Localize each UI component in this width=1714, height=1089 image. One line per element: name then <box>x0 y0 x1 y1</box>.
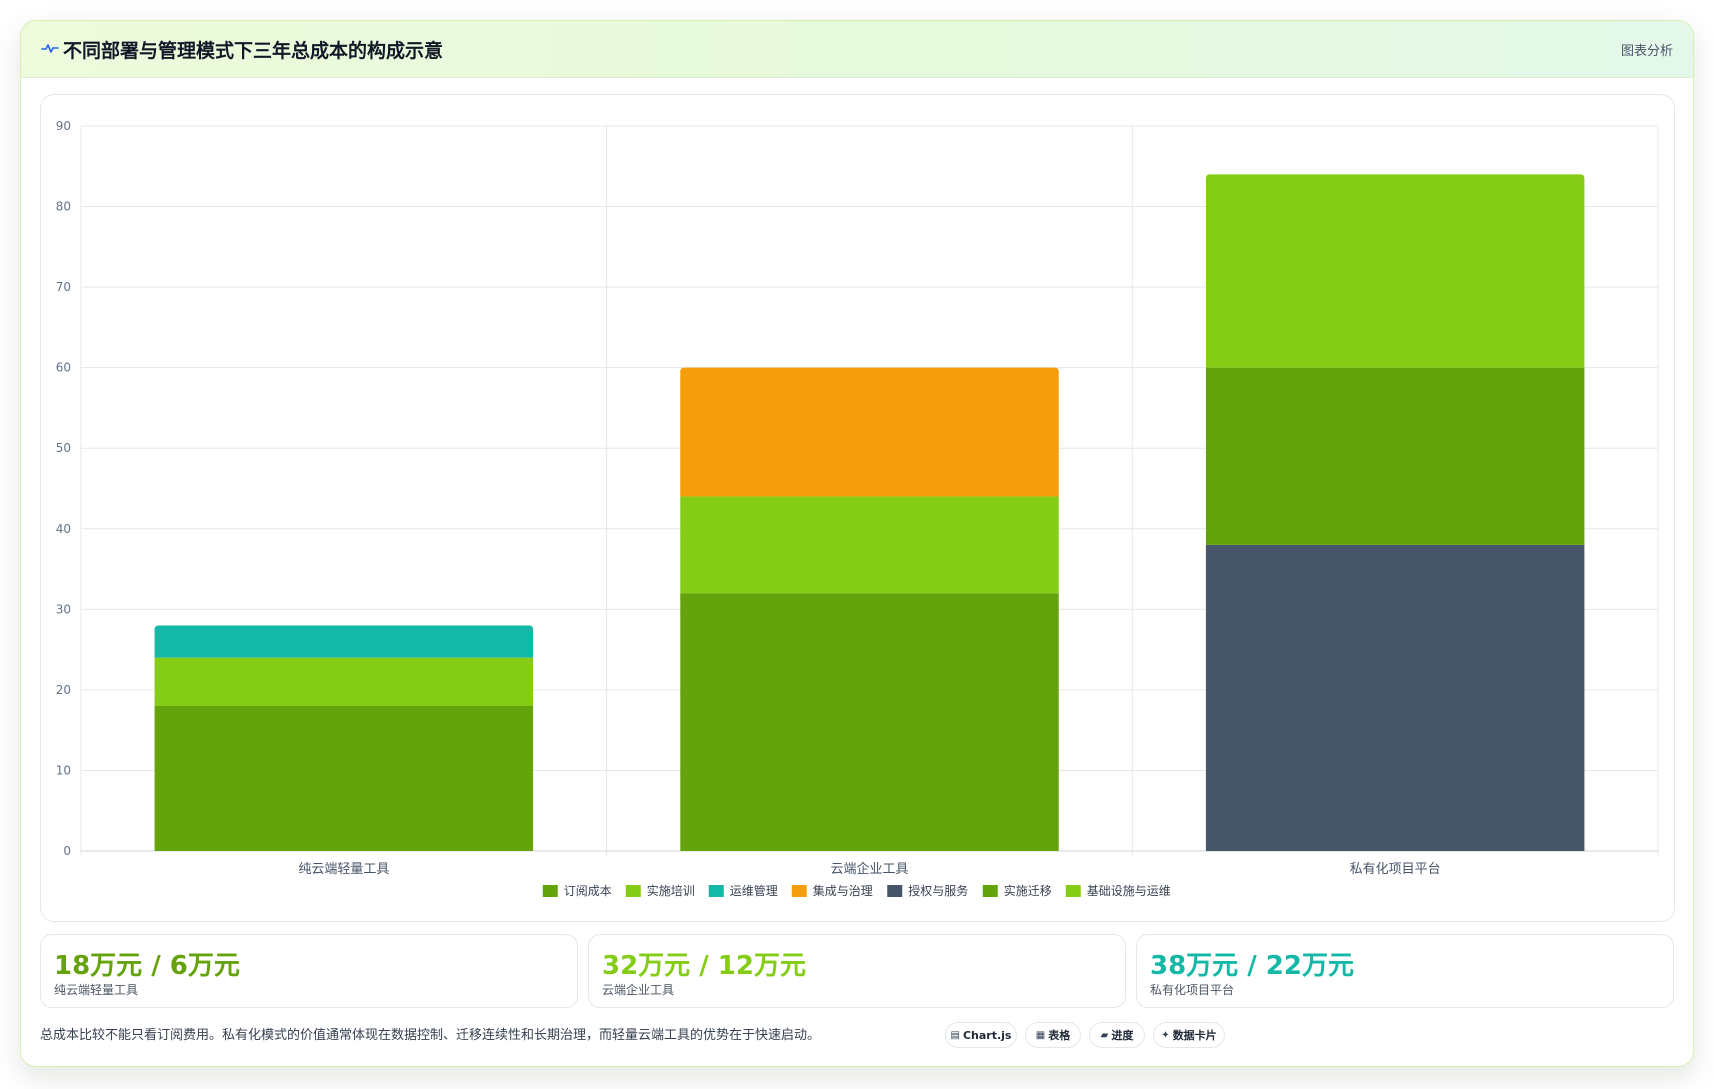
chart-panel: 0 10 20 30 40 50 60 70 80 90 纯云端轻量工具 云端企业工具 私有化项目平台订… <box>40 94 1675 922</box>
chip-table[interactable]: ▦ 表格 <box>1025 1022 1081 1048</box>
legend-swatch <box>887 885 903 897</box>
legend-label: 运维管理 <box>730 883 778 898</box>
card-header: 不同部署与管理模式下三年总成本的构成示意 图表分析 <box>21 21 1693 78</box>
stat-card-cloud-enterprise: 32万元 / 12万元 云端企业工具 <box>588 934 1126 1008</box>
y-tick-label: 90 <box>56 119 71 133</box>
chip-progress[interactable]: ▰ 进度 <box>1089 1022 1145 1048</box>
sparkle-icon: ✦ <box>1161 1029 1170 1041</box>
y-tick-label: 60 <box>56 361 71 375</box>
x-tick-label: 云端企业工具 <box>830 861 908 877</box>
chip-label: 进度 <box>1111 1029 1134 1042</box>
legend-label: 基础设施与运维 <box>1087 884 1171 898</box>
wave-icon <box>41 44 59 53</box>
y-tick-label: 50 <box>56 441 71 455</box>
y-tick-label: 10 <box>56 763 71 777</box>
x-tick-label: 纯云端轻量工具 <box>298 862 389 877</box>
legend-swatch <box>542 885 558 897</box>
legend-label: 实施迁移 <box>1004 883 1052 898</box>
legend-label: 集成与治理 <box>813 883 873 898</box>
stat-card-private-platform: 38万元 / 22万元 私有化项目平台 <box>1136 934 1674 1008</box>
legend-swatch <box>982 885 998 897</box>
y-tick-label: 40 <box>56 522 71 536</box>
chip-label: Chart.js <box>962 1028 1012 1042</box>
stat-value: 38万元 / 22万元 <box>1150 951 1354 981</box>
legend-label: 授权与服务 <box>908 883 968 898</box>
bar-segment <box>680 496 1059 594</box>
y-tick-label: 20 <box>56 683 71 697</box>
chip-label: 数据卡片 <box>1172 1029 1217 1042</box>
bar-segment <box>1205 367 1585 545</box>
chip-data-cards[interactable]: ✦ 数据卡片 <box>1153 1022 1225 1048</box>
progress-icon: ▰ <box>1100 1029 1109 1041</box>
stat-value: 18万元 / 6万元 <box>54 951 240 981</box>
chart-card: 不同部署与管理模式下三年总成本的构成示意 图表分析 0 10 20 30 40 50 60 7… <box>20 20 1694 1067</box>
bar-segment <box>154 625 534 658</box>
bar-segment <box>1205 544 1585 851</box>
chip-label: 表格 <box>1048 1029 1071 1042</box>
chip-chartjs[interactable]: ▤ Chart.js <box>945 1022 1017 1048</box>
chart-icon: ▤ <box>950 1029 960 1041</box>
legend-label: 实施培训 <box>647 883 695 898</box>
y-tick-label: 30 <box>56 602 71 616</box>
stat-label: 纯云端轻量工具 <box>54 983 139 997</box>
y-tick-label: 0 <box>63 844 71 858</box>
stat-label: 私有化项目平台 <box>1150 983 1235 997</box>
legend-swatch <box>791 885 807 897</box>
y-tick-label: 80 <box>56 200 71 214</box>
bar-segment <box>680 367 1059 497</box>
stacked-bar-chart: 0 10 20 30 40 50 60 70 80 90 纯云端轻量工具 云端企业工具 私有化项目平台订… <box>56 119 1659 898</box>
bar-segment <box>680 593 1059 851</box>
table-icon: ▦ <box>1035 1029 1046 1041</box>
legend-swatch <box>1065 885 1081 897</box>
legend-swatch <box>708 885 724 897</box>
stat-card-cloud-light: 18万元 / 6万元 纯云端轻量工具 <box>40 934 578 1008</box>
legend-swatch <box>625 885 641 897</box>
chart-title: 不同部署与管理模式下三年总成本的构成示意 <box>63 40 444 62</box>
bar-segment <box>154 657 534 706</box>
bar-segment <box>1205 174 1585 368</box>
stat-label: 云端企业工具 <box>602 983 675 997</box>
y-tick-label: 70 <box>56 280 71 294</box>
x-tick-label: 私有化项目平台 <box>1350 862 1441 877</box>
chart-analysis-link[interactable]: 图表分析 <box>1620 44 1673 59</box>
bar-segment <box>154 706 534 851</box>
stat-value: 32万元 / 12万元 <box>602 951 806 981</box>
footnote: 总成本比较不能只看订阅费用。私有化模式的价值通常体现在数据控制、迁移连续性和长期… <box>40 1028 821 1043</box>
legend-label: 订阅成本 <box>564 884 612 898</box>
